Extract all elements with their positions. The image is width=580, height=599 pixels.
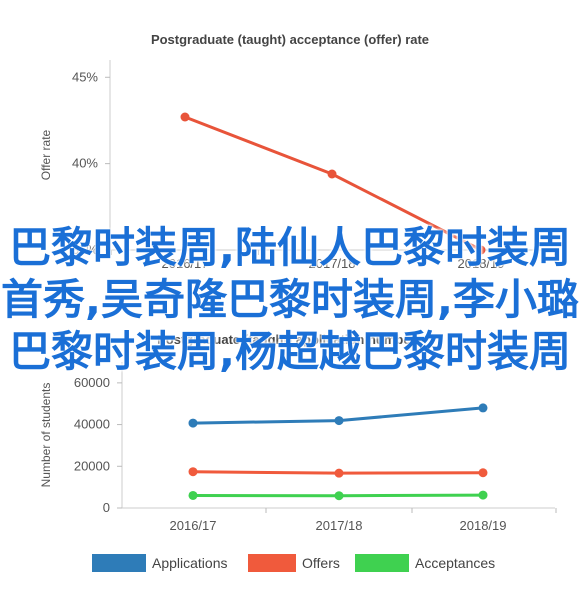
legend-item-applications: Applications bbox=[92, 554, 228, 572]
y-axis-label: Offer rate bbox=[39, 129, 53, 180]
data-point-rate bbox=[476, 245, 486, 255]
legend-label: Offers bbox=[302, 555, 340, 571]
legend-label: Acceptances bbox=[415, 555, 495, 571]
data-point-acceptances bbox=[188, 490, 198, 500]
data-point-applications bbox=[334, 416, 344, 426]
legend-swatch bbox=[248, 554, 296, 572]
y-tick-label: 45% bbox=[72, 69, 98, 84]
legend-swatch bbox=[355, 554, 409, 572]
data-point-offers bbox=[478, 468, 488, 478]
y-tick-label: 0 bbox=[103, 500, 110, 515]
data-point-acceptances bbox=[334, 491, 344, 501]
x-tick-label: 2018/19 bbox=[458, 256, 505, 271]
data-point-acceptances bbox=[478, 490, 488, 500]
y-tick-label: 35% bbox=[72, 242, 98, 257]
chart-2-apps: Postgraduate (taught) application number… bbox=[39, 332, 557, 572]
data-point-rate bbox=[327, 169, 337, 179]
data-point-offers bbox=[188, 467, 198, 477]
x-tick-label: 2016/17 bbox=[170, 518, 217, 533]
y-tick-label: 40000 bbox=[74, 417, 110, 432]
data-point-rate bbox=[180, 112, 190, 122]
y-tick-label: 40% bbox=[72, 156, 98, 171]
overlay-caption: 巴黎时装周,陆仙人巴黎时装周首秀,吴奇隆巴黎时装周,李小璐巴黎时装周,杨超越巴黎… bbox=[1, 223, 579, 376]
legend-swatch bbox=[92, 554, 146, 572]
y-axis-label: Number of students bbox=[39, 383, 53, 488]
legend-item-acceptances: Acceptances bbox=[355, 554, 495, 572]
data-point-applications bbox=[478, 403, 488, 413]
chart-1-rate: Postgraduate (taught) acceptance (offer)… bbox=[39, 32, 555, 271]
x-tick-label: 2018/19 bbox=[460, 518, 507, 533]
chart-title: Postgraduate (taught) application number… bbox=[157, 332, 423, 347]
y-tick-label: 20000 bbox=[74, 458, 110, 473]
legend-label: Applications bbox=[152, 555, 228, 571]
x-tick-label: 2017/18 bbox=[309, 256, 356, 271]
x-tick-label: 2016/17 bbox=[162, 256, 209, 271]
data-point-offers bbox=[334, 468, 344, 478]
x-tick-label: 2017/18 bbox=[316, 518, 363, 533]
chart-title: Postgraduate (taught) acceptance (offer)… bbox=[151, 32, 429, 47]
y-tick-label: 60000 bbox=[74, 375, 110, 390]
legend-item-offers: Offers bbox=[248, 554, 340, 572]
data-point-applications bbox=[188, 418, 198, 428]
